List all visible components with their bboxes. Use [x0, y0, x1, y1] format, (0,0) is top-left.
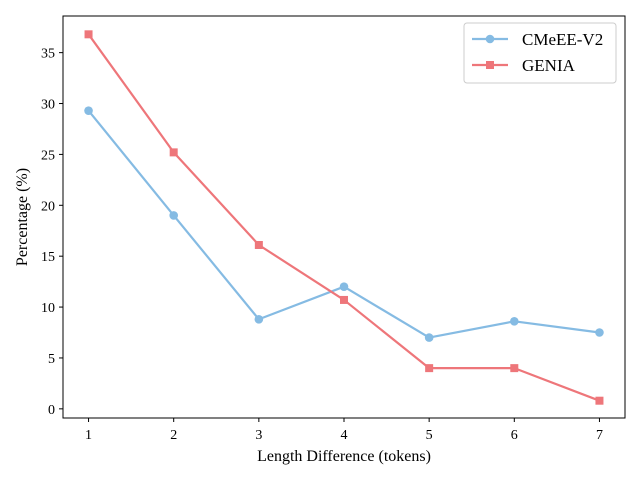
x-tick-label: 3 — [255, 428, 262, 443]
data-point-cmeee-v2 — [84, 106, 93, 115]
data-point-genia — [169, 148, 178, 157]
y-tick-label: 35 — [41, 47, 55, 62]
x-tick-label: 4 — [341, 428, 348, 443]
data-point-genia — [84, 30, 93, 39]
y-tick-label: 30 — [41, 98, 55, 113]
data-point-cmeee-v2 — [254, 314, 264, 324]
y-tick-label: 25 — [41, 148, 55, 163]
x-axis-ticks: 1 2 3 4 5 6 7 — [85, 418, 603, 443]
data-point-cmeee-v2 — [424, 333, 434, 342]
x-tick-label: 6 — [511, 428, 518, 443]
y-tick-label: 15 — [41, 250, 55, 265]
legend-label-genia: GENIA — [522, 56, 576, 75]
y-tick-label: 20 — [41, 199, 55, 214]
x-tick-label: 5 — [426, 428, 433, 443]
x-tick-label: 2 — [170, 428, 177, 443]
y-tick-label: 0 — [48, 403, 55, 418]
data-point-cmeee-v2 — [339, 282, 349, 292]
x-tick-label: 1 — [85, 428, 92, 443]
legend-label-cmeee-v2: CMeEE-V2 — [522, 30, 603, 49]
data-point-cmeee-v2 — [169, 211, 178, 220]
legend: CMeEE-V2 GENIA — [463, 22, 617, 84]
y-axis-ticks: 0 5 10 15 20 25 30 35 — [41, 47, 63, 418]
series-layer — [84, 30, 604, 405]
data-point-genia — [425, 364, 434, 373]
y-axis-label: Percentage (%) — [14, 168, 31, 266]
x-tick-label: 7 — [596, 428, 603, 443]
data-point-genia — [510, 364, 519, 373]
y-tick-label: 5 — [48, 352, 55, 367]
data-point-genia — [340, 295, 348, 304]
y-tick-label: 10 — [41, 301, 55, 316]
data-point-genia — [595, 396, 604, 405]
x-axis-label: Length Difference (tokens) — [257, 448, 431, 465]
data-point-cmeee-v2 — [595, 328, 604, 337]
data-point-cmeee-v2 — [510, 317, 519, 326]
legend-marker-genia — [486, 61, 494, 69]
legend-marker-cmeee-v2 — [485, 34, 495, 44]
data-point-genia — [254, 240, 263, 249]
